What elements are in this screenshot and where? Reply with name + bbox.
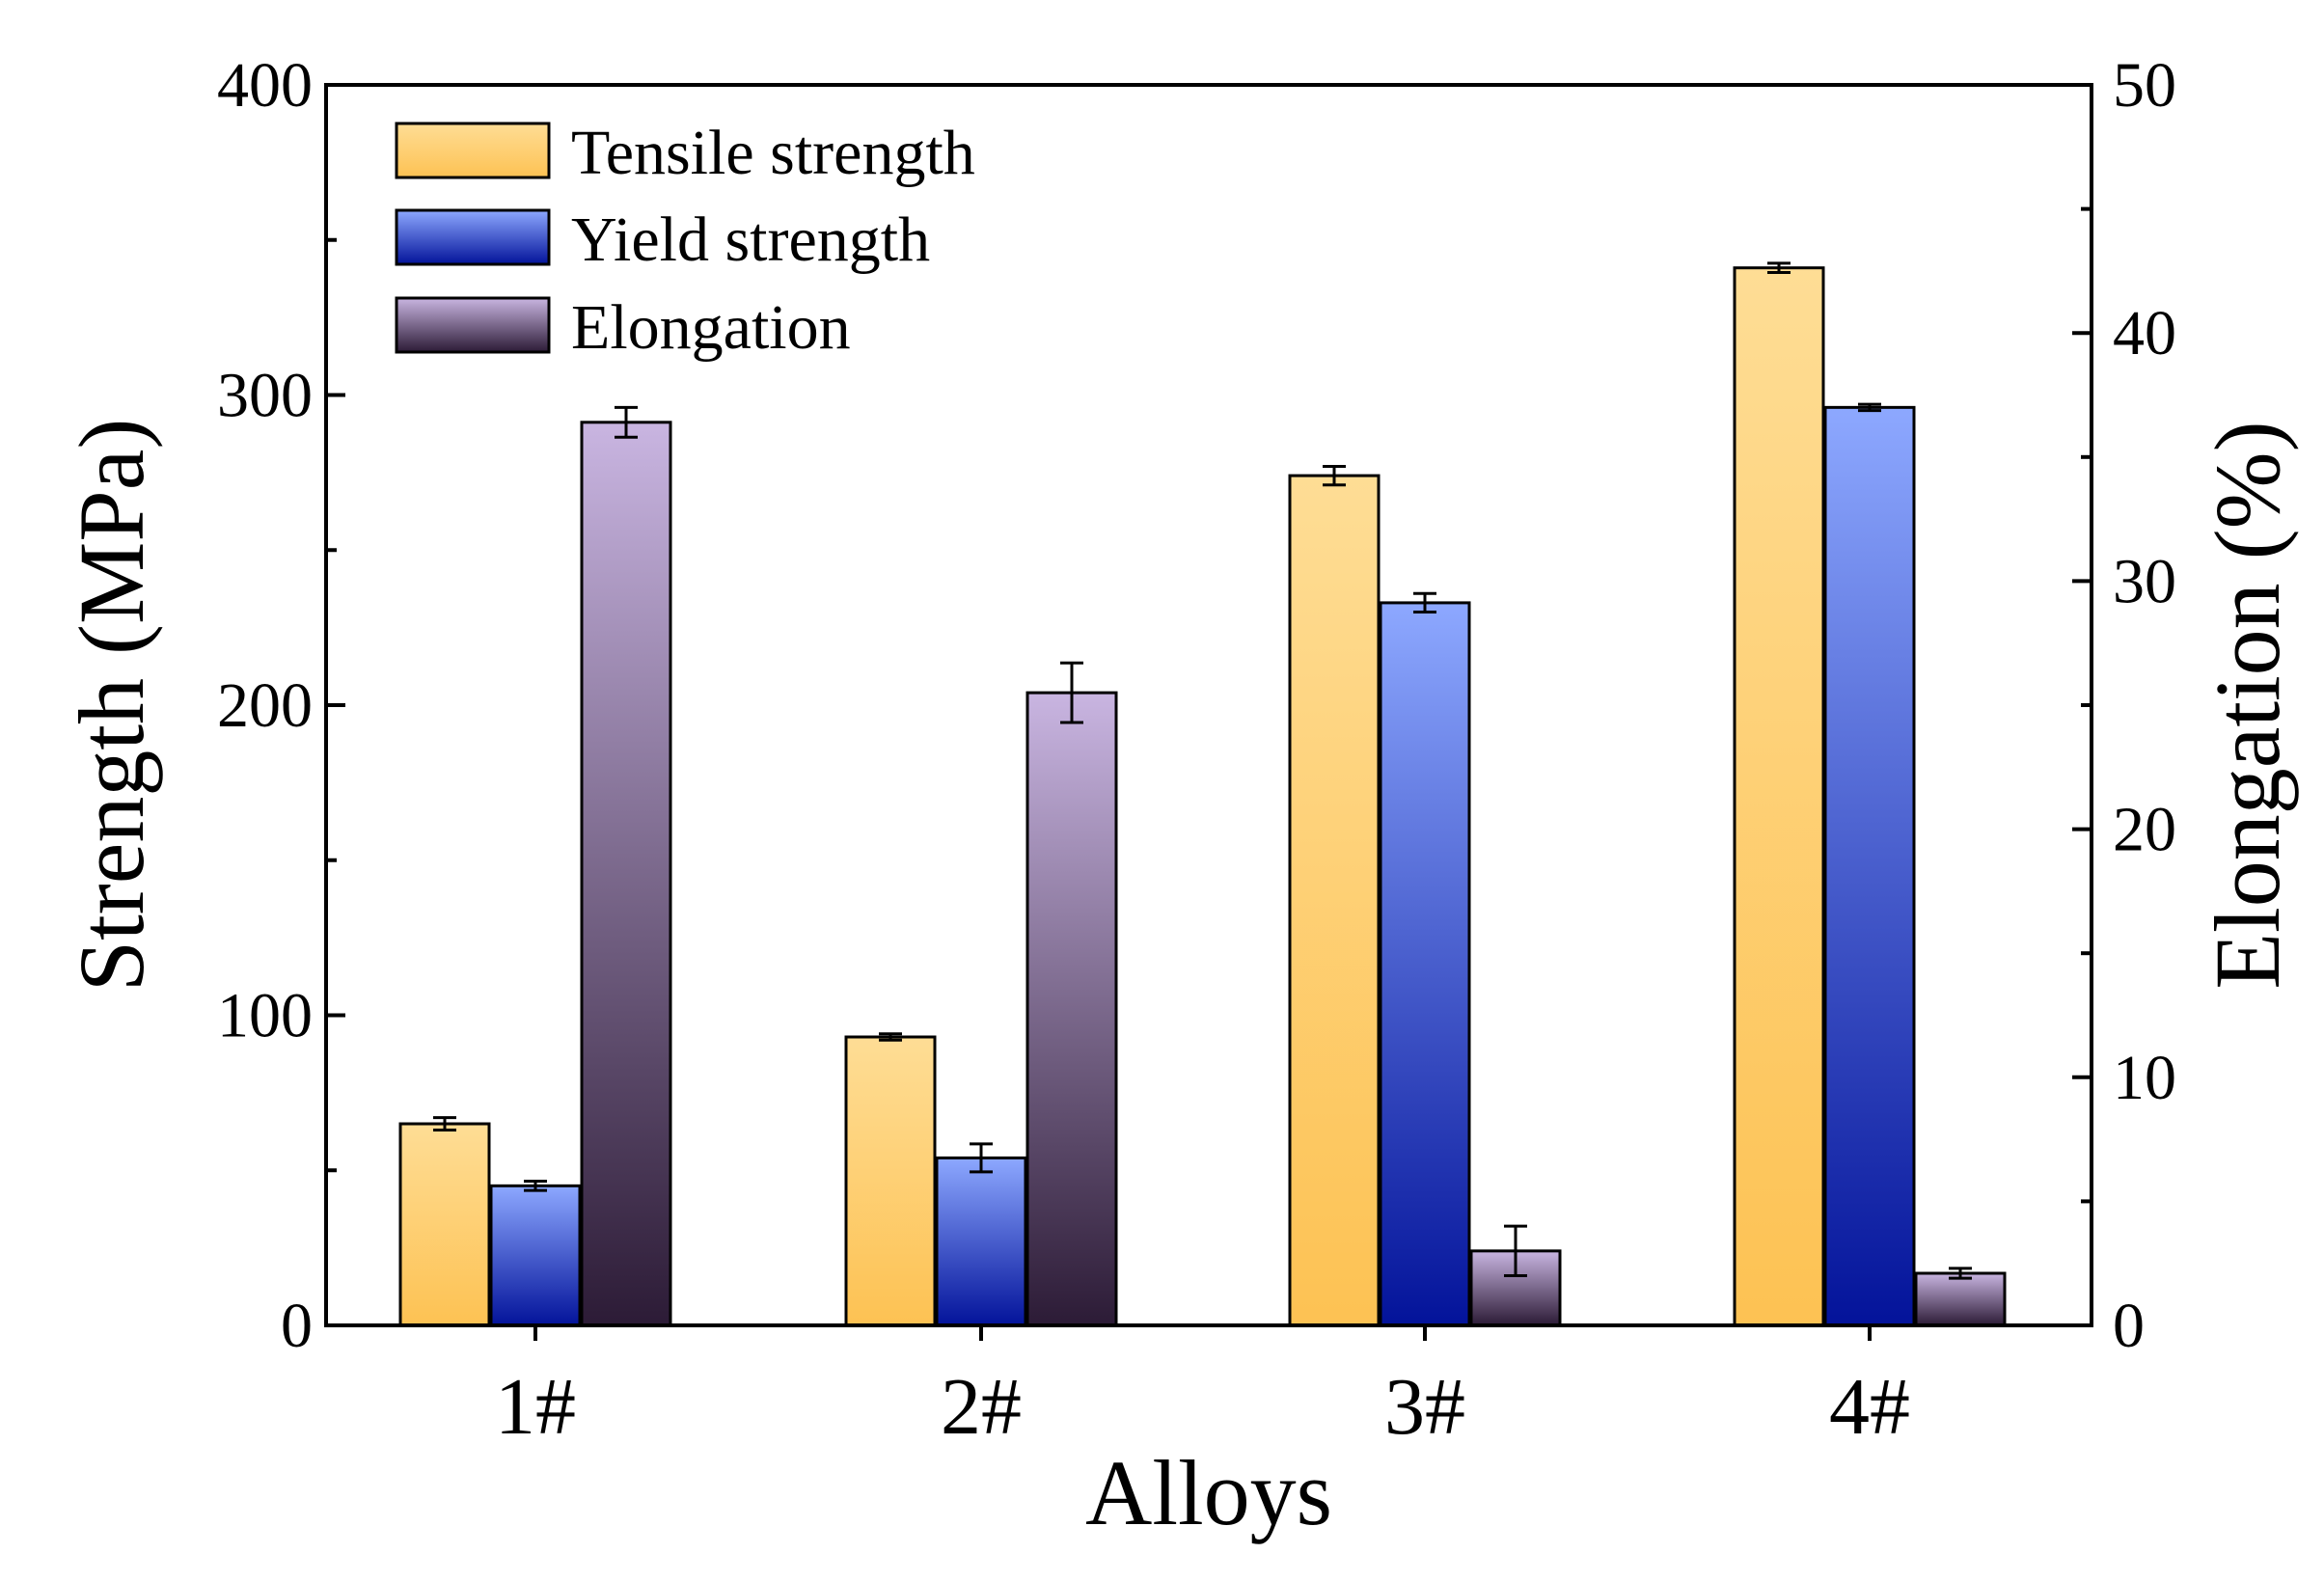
legend-swatch	[395, 122, 551, 179]
bar-elongation-2	[1025, 691, 1118, 1327]
legend-item-tensile-strength: Tensile strength	[395, 118, 975, 188]
bar-tensile-strength-4	[1733, 266, 1825, 1327]
y2-tick-label: 30	[2113, 546, 2176, 616]
y2-tick-label: 20	[2113, 795, 2176, 865]
x-axis-title: Alloys	[1085, 1441, 1332, 1544]
legend-label: Yield strength	[571, 204, 930, 275]
bar-yield-strength-2	[935, 1156, 1027, 1327]
x-category-label: 1#	[495, 1362, 576, 1452]
error-bar-tensile-strength-1	[433, 1116, 456, 1131]
legend-label: Tensile strength	[571, 118, 975, 188]
bars-layer	[398, 266, 2007, 1327]
y-tick-label: 0	[281, 1291, 313, 1361]
labels-layer: 0 100 200 300 400 0 10 20 30 40 50 1# 2# 3# 4#	[217, 50, 2176, 1452]
legend-swatch	[395, 296, 551, 354]
bar-tensile-strength-2	[844, 1035, 937, 1327]
ticks-layer	[326, 83, 2092, 1341]
legend-item-elongation: Elongation	[395, 292, 851, 363]
error-bar-tensile-strength-4	[1767, 261, 1791, 275]
y2-tick-label: 0	[2113, 1291, 2145, 1361]
error-bars-layer	[433, 261, 1972, 1280]
legend-label: Elongation	[571, 292, 851, 363]
bar-elongation-4	[1914, 1271, 2007, 1327]
y2-tick-label: 40	[2113, 298, 2176, 368]
y-axis-title: Strength (MPa)	[60, 419, 163, 993]
bar-elongation-1	[580, 421, 672, 1327]
y-tick-label: 200	[217, 670, 313, 741]
bar-tensile-strength-1	[398, 1122, 491, 1327]
legend-item-yield-strength: Yield strength	[395, 204, 930, 275]
error-bar-elongation-4	[1949, 1267, 1972, 1280]
y-tick-label: 100	[217, 981, 313, 1051]
y-tick-label: 400	[217, 50, 313, 121]
y2-tick-label: 50	[2113, 50, 2176, 121]
bar-yield-strength-3	[1379, 601, 1471, 1327]
error-bar-tensile-strength-2	[879, 1032, 902, 1042]
error-bar-tensile-strength-3	[1323, 464, 1346, 487]
y2-tick-label: 10	[2113, 1043, 2176, 1113]
error-bar-elongation-2	[1060, 661, 1083, 724]
legend: Tensile strength Yield strength Elongation	[395, 118, 975, 363]
x-category-label: 3#	[1384, 1362, 1465, 1452]
x-category-label: 4#	[1829, 1362, 1910, 1452]
error-bar-yield-strength-3	[1413, 591, 1436, 614]
error-bar-elongation-1	[615, 405, 638, 439]
bar-yield-strength-1	[489, 1184, 582, 1327]
y-tick-label: 300	[217, 361, 313, 431]
error-bar-elongation-3	[1504, 1224, 1527, 1278]
error-bar-yield-strength-2	[970, 1142, 993, 1174]
legend-swatch	[395, 208, 551, 266]
y2-axis-title: Elongation (%)	[2196, 421, 2299, 989]
bar-tensile-strength-3	[1288, 474, 1381, 1327]
bar-yield-strength-4	[1823, 405, 1916, 1327]
error-bar-yield-strength-1	[524, 1180, 547, 1192]
error-bar-yield-strength-4	[1858, 402, 1881, 413]
x-category-label: 2#	[941, 1362, 1022, 1452]
